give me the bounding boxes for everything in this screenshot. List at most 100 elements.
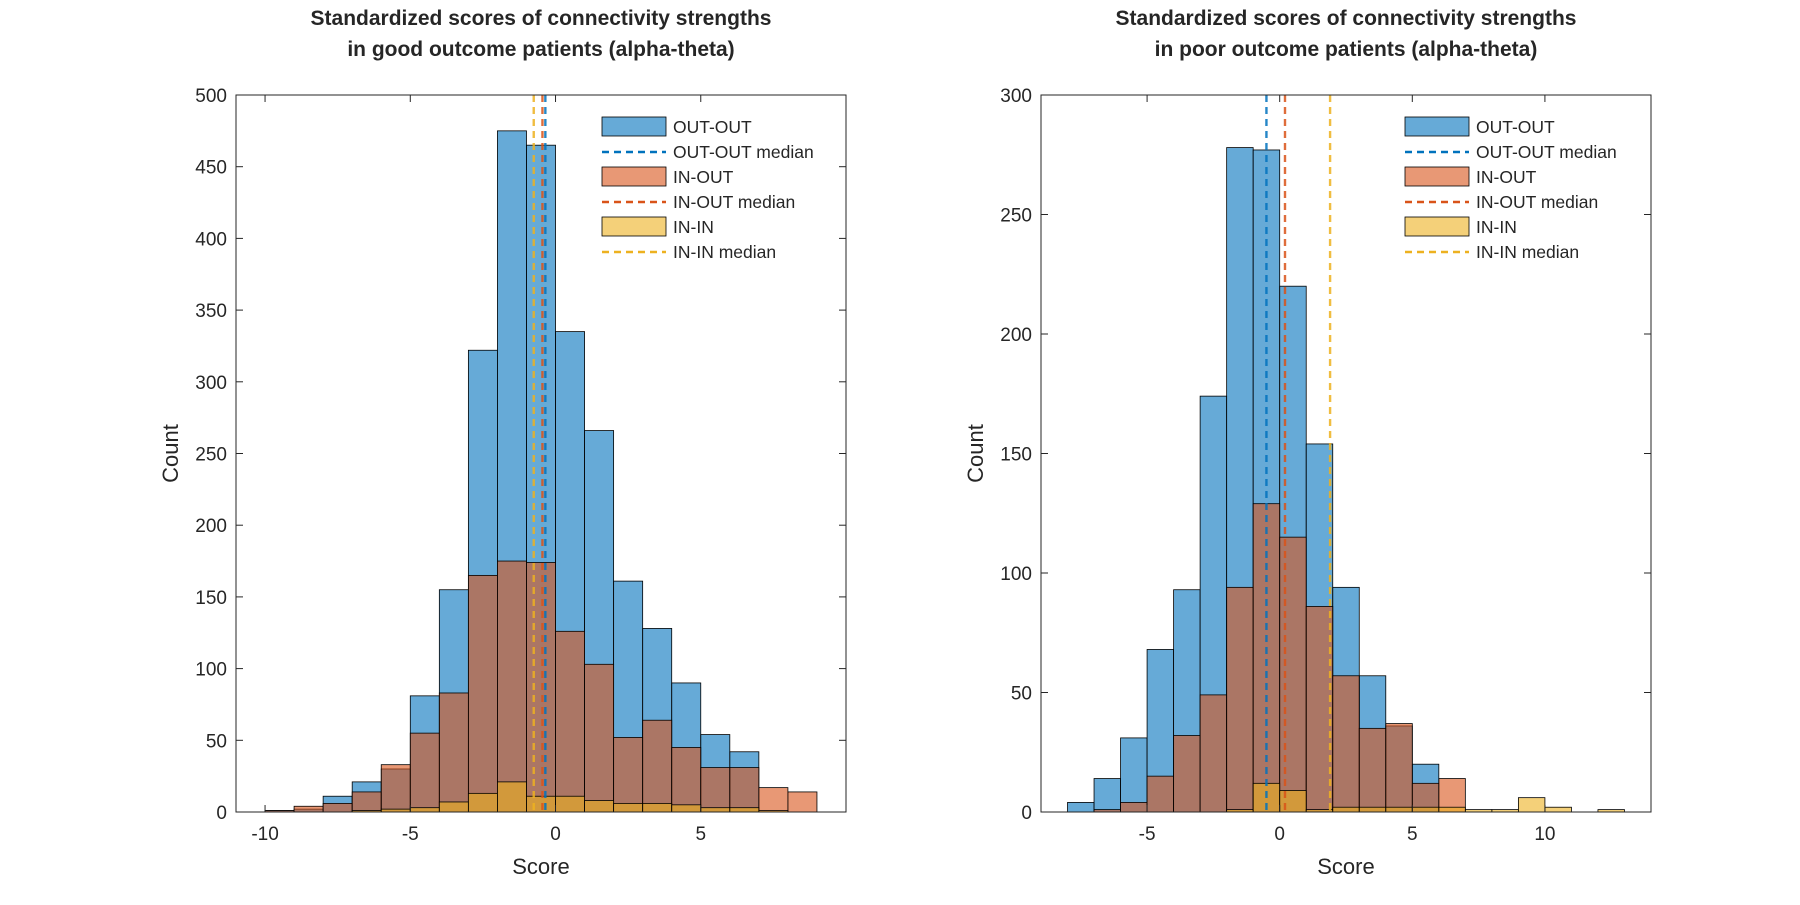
legend-label: IN-IN xyxy=(673,217,714,237)
y-axis-label: Count xyxy=(158,424,183,483)
histogram-bar xyxy=(1173,735,1201,813)
histogram-bar xyxy=(497,781,527,813)
histogram-bar xyxy=(380,764,411,813)
y-tick-label: 50 xyxy=(206,731,227,752)
legend: OUT-OUT OUT-OUT median IN-OUT IN-OUT median… xyxy=(1404,116,1617,262)
legend-label: IN-OUT xyxy=(673,167,734,187)
x-tick-label: -5 xyxy=(402,824,419,845)
legend-swatch xyxy=(1404,166,1470,187)
histogram-bar xyxy=(1093,778,1121,813)
y-tick-label: 250 xyxy=(195,445,227,466)
chart-title-line: Standardized scores of connectivity stre… xyxy=(1116,7,1577,30)
histogram-bar xyxy=(1517,797,1546,813)
histogram-bar xyxy=(671,804,702,813)
y-axis-label: Count xyxy=(963,424,988,483)
histogram-bar xyxy=(1279,536,1307,813)
histogram-bar xyxy=(1067,802,1095,813)
histogram-bar xyxy=(351,791,382,813)
chart-panel-2: -5 0 5 10050100150200250300ScoreCountStanda… xyxy=(963,7,1652,879)
histogram-bar xyxy=(293,805,324,813)
histogram-bar xyxy=(613,802,644,813)
histogram-bar xyxy=(1358,806,1387,813)
histogram-bar xyxy=(526,562,556,813)
chart-panel-1: -10 -5 0 5050100150200250300350400450500Sco… xyxy=(158,7,847,879)
histogram-bar xyxy=(438,801,469,813)
y-tick-label: 200 xyxy=(1000,325,1032,346)
histogram-bar xyxy=(467,574,498,813)
histogram-bar xyxy=(1332,806,1360,813)
histogram-bar xyxy=(1544,806,1572,813)
histogram-bar xyxy=(1199,694,1228,813)
series-in-in xyxy=(351,781,789,813)
histogram-bar xyxy=(729,767,760,813)
y-tick-label: 500 xyxy=(195,86,227,107)
y-tick-label: 100 xyxy=(1000,564,1032,585)
y-tick-label: 200 xyxy=(195,516,227,537)
y-tick-label: 350 xyxy=(195,301,227,322)
legend-swatch xyxy=(601,116,667,137)
legend-label: OUT-OUT median xyxy=(1476,142,1617,162)
legend-label: IN-IN xyxy=(1476,217,1517,237)
histogram-bar xyxy=(1358,727,1387,813)
histogram-bar xyxy=(1146,775,1175,813)
histogram-bar xyxy=(322,802,353,813)
chart-title-line: in good outcome patients (alpha-theta) xyxy=(347,38,734,61)
histogram-bar xyxy=(613,737,644,813)
series-in-out xyxy=(264,560,818,813)
y-tick-label: 300 xyxy=(1000,86,1032,107)
histogram-bar xyxy=(642,719,673,813)
histogram-bar xyxy=(467,792,498,813)
x-tick-label: -10 xyxy=(251,824,278,845)
histogram-bar xyxy=(1252,503,1281,813)
y-tick-label: 50 xyxy=(1011,684,1032,705)
legend-swatch xyxy=(601,166,667,187)
histogram-bar xyxy=(584,663,615,813)
x-axis-label: Score xyxy=(1317,854,1374,879)
histogram-bar xyxy=(1438,778,1466,813)
histogram-bar xyxy=(584,800,615,813)
y-tick-label: 450 xyxy=(195,158,227,179)
histogram-bar xyxy=(758,787,789,813)
x-tick-label: 5 xyxy=(1407,824,1418,845)
histogram-bar xyxy=(671,747,702,813)
histogram-bar xyxy=(1385,806,1413,813)
y-tick-label: 300 xyxy=(195,373,227,394)
histogram-bar xyxy=(1120,737,1148,813)
histogram-bar xyxy=(1120,802,1148,813)
legend-label: OUT-OUT median xyxy=(673,142,814,162)
legend-label: OUT-OUT xyxy=(673,117,752,137)
x-tick-label: 0 xyxy=(1274,824,1285,845)
y-tick-label: 0 xyxy=(216,803,227,824)
histogram-bar xyxy=(1226,586,1254,813)
chart-title-line: in poor outcome patients (alpha-theta) xyxy=(1155,38,1538,61)
legend-label: IN-OUT median xyxy=(673,192,795,212)
legend-label: IN-IN median xyxy=(1476,242,1579,262)
series-in-in xyxy=(1226,782,1625,813)
histogram-bar xyxy=(497,560,527,813)
y-tick-label: 250 xyxy=(1000,206,1032,227)
histogram-bar xyxy=(700,767,731,813)
histogram-bar xyxy=(555,795,585,813)
legend-swatch xyxy=(1404,116,1470,137)
y-tick-label: 150 xyxy=(195,588,227,609)
histogram-bar xyxy=(1385,723,1413,813)
legend-swatch xyxy=(1404,216,1470,237)
legend-label: IN-IN median xyxy=(673,242,776,262)
histogram-bar xyxy=(555,630,585,813)
y-tick-label: 0 xyxy=(1021,803,1032,824)
histogram-bar xyxy=(1305,606,1334,813)
legend-swatch xyxy=(601,216,667,237)
histogram-bar xyxy=(409,732,440,813)
y-tick-label: 400 xyxy=(195,229,227,250)
histogram-bar xyxy=(409,807,440,813)
histogram-bar xyxy=(1438,806,1466,813)
histogram-bar xyxy=(642,802,673,813)
histogram-bar xyxy=(526,795,556,813)
x-tick-label: 5 xyxy=(695,824,706,845)
histogram-bar xyxy=(787,791,818,813)
histogram-bar xyxy=(1279,790,1307,813)
legend-label: OUT-OUT xyxy=(1476,117,1555,137)
histogram-bar xyxy=(700,807,731,813)
